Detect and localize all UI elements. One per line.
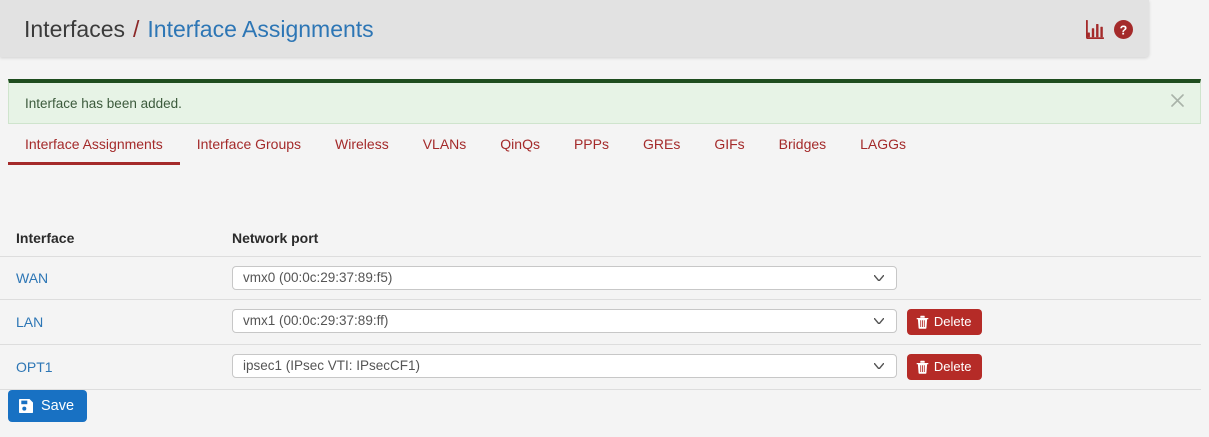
svg-text:?: ? — [1120, 23, 1128, 37]
